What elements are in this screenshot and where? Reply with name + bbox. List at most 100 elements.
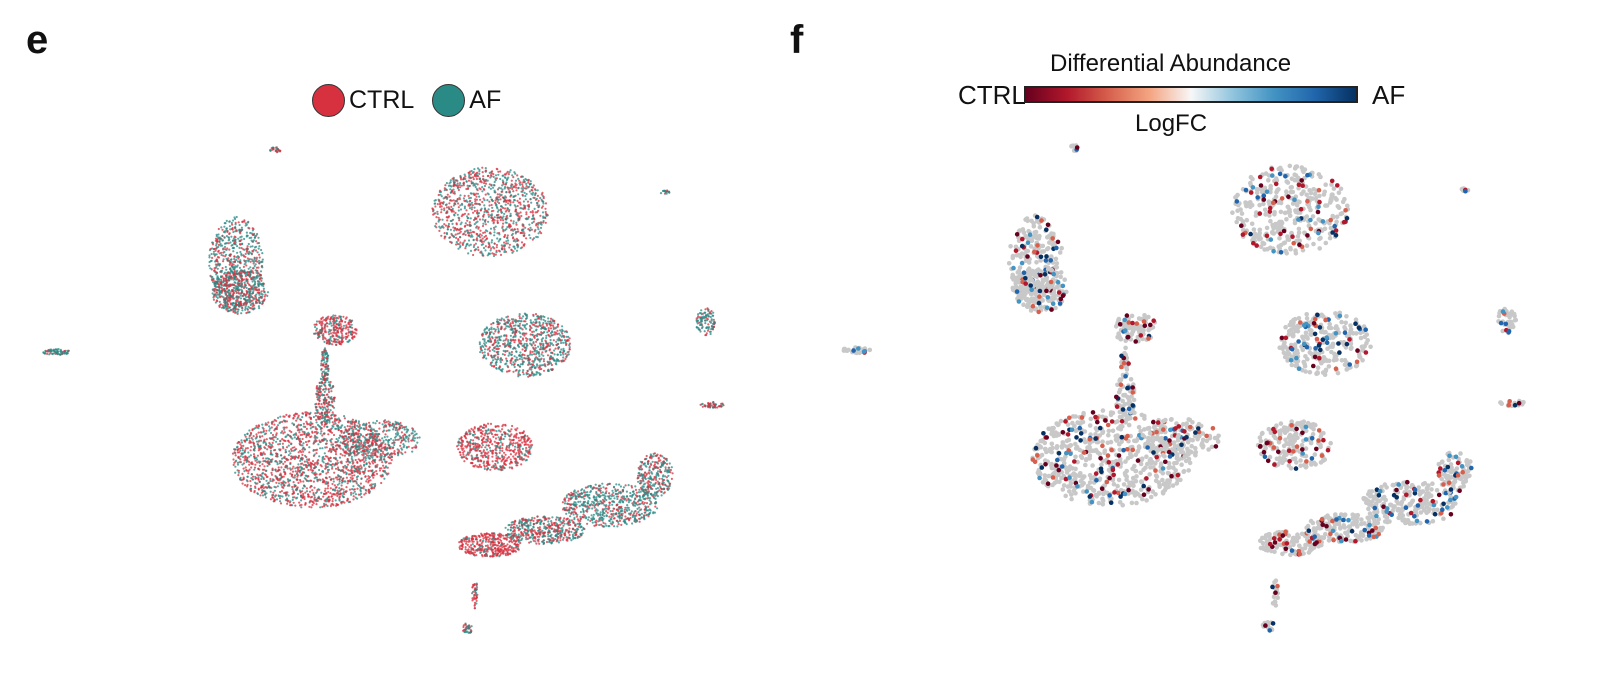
- point-e: [252, 442, 255, 445]
- point-e: [329, 492, 332, 495]
- point-e: [242, 467, 245, 470]
- point-e: [240, 226, 243, 229]
- point-e: [555, 340, 558, 343]
- point-e: [349, 480, 352, 483]
- point-e: [312, 502, 315, 505]
- point-e: [323, 425, 326, 428]
- point-e: [450, 185, 453, 188]
- point-e: [340, 332, 343, 335]
- point-e: [462, 178, 465, 181]
- point-e: [383, 455, 386, 458]
- point-e: [518, 373, 522, 376]
- point-e: [485, 345, 488, 348]
- point-e: [262, 282, 265, 285]
- point-e: [233, 304, 236, 308]
- point-e: [345, 465, 348, 469]
- point-e: [540, 223, 543, 226]
- point-e: [333, 338, 336, 341]
- point-e: [376, 463, 379, 466]
- point-e: [236, 295, 239, 298]
- point-e: [213, 284, 216, 288]
- point-e: [547, 317, 550, 320]
- point-e: [530, 228, 534, 231]
- point-e: [505, 191, 508, 194]
- point-e: [516, 199, 519, 202]
- point-e: [240, 288, 243, 292]
- point-e: [296, 492, 300, 496]
- point-e: [525, 178, 528, 182]
- point-e: [284, 494, 288, 497]
- point-e: [514, 327, 517, 330]
- point-e: [263, 453, 266, 456]
- point-e: [281, 445, 285, 448]
- point-e: [352, 492, 355, 495]
- point-e: [480, 239, 483, 242]
- point-e: [551, 324, 555, 327]
- point-e: [458, 236, 462, 239]
- point-e: [476, 171, 479, 174]
- point-e: [478, 203, 481, 206]
- point-e: [237, 221, 240, 224]
- point-e: [320, 465, 323, 468]
- point-e: [496, 219, 499, 222]
- point-e: [254, 481, 257, 484]
- point-e: [286, 433, 289, 436]
- point-e: [245, 437, 248, 440]
- point-e: [334, 317, 338, 320]
- point-e: [248, 294, 251, 297]
- point-e: [512, 176, 515, 179]
- point-e: [493, 216, 496, 219]
- point-e: [257, 292, 261, 295]
- point-e: [287, 480, 290, 483]
- point-e: [475, 226, 478, 229]
- point-e: [540, 342, 543, 345]
- point-e: [326, 468, 329, 472]
- point-e: [257, 236, 260, 239]
- point-e: [263, 473, 266, 476]
- point-e: [512, 370, 515, 373]
- point-e: [339, 429, 342, 433]
- point-e: [519, 231, 522, 235]
- point-e: [223, 245, 227, 249]
- point-e: [557, 339, 560, 342]
- point-e: [209, 267, 212, 270]
- point-e: [450, 205, 453, 208]
- point-e: [507, 210, 511, 213]
- point-e: [254, 269, 257, 272]
- point-e: [451, 207, 454, 210]
- point-e: [295, 456, 298, 459]
- point-e: [248, 439, 251, 442]
- point-e: [511, 174, 514, 177]
- point-e: [509, 341, 512, 345]
- point-e: [498, 365, 501, 368]
- point-e: [230, 221, 233, 224]
- point-e: [298, 501, 301, 504]
- point-e: [231, 289, 234, 293]
- legend-ctrl-label: CTRL: [349, 86, 415, 114]
- point-e: [266, 482, 269, 485]
- point-e: [247, 451, 250, 454]
- point-e: [471, 176, 475, 179]
- point-e: [340, 425, 343, 428]
- point-e: [270, 471, 273, 474]
- point-e: [452, 204, 455, 207]
- point-e: [517, 244, 520, 248]
- point-e: [236, 461, 239, 464]
- point-e: [559, 350, 562, 353]
- point-e: [351, 471, 354, 474]
- point-e: [308, 490, 312, 493]
- point-e: [225, 242, 229, 245]
- point-e: [530, 344, 533, 347]
- point-e: [447, 206, 450, 209]
- point-e: [529, 211, 532, 214]
- point-e: [248, 271, 251, 274]
- point-e: [312, 463, 315, 466]
- point-e: [532, 342, 535, 345]
- point-e: [230, 235, 233, 238]
- point-e: [336, 443, 339, 446]
- point-e: [295, 433, 298, 436]
- point-e: [521, 229, 524, 232]
- point-e: [492, 226, 496, 229]
- point-e: [553, 322, 556, 325]
- point-e: [512, 250, 515, 253]
